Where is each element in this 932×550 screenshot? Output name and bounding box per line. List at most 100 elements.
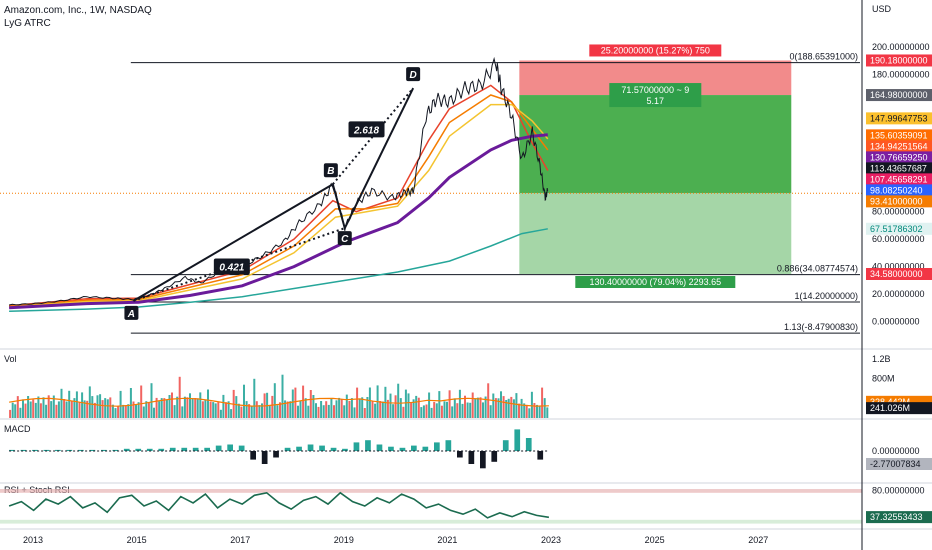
volume-bar [379, 401, 382, 418]
volume-bar [258, 405, 261, 418]
target-label-box [575, 275, 736, 288]
y-tick-label: 200.00000000 [872, 42, 930, 52]
volume-bar [307, 405, 310, 418]
volume-bar [32, 399, 35, 418]
macd-histogram-bar [353, 442, 360, 451]
volume-bar [492, 393, 495, 418]
volume-ma-line [9, 397, 549, 407]
fib-level-label: 0.886(34.08774574) [777, 264, 858, 274]
volume-bar [186, 397, 189, 418]
volume-bar [194, 398, 197, 418]
price-axis-label: 190.18000000 [870, 55, 928, 65]
x-tick-label: 2025 [645, 535, 665, 545]
volume-bar [11, 402, 14, 418]
volume-bar [29, 401, 32, 418]
volume-bar [345, 394, 348, 418]
pattern-point-label: C [341, 234, 349, 245]
volume-bar [240, 406, 243, 418]
volume-bar [60, 388, 63, 418]
macd-histogram-bar [146, 448, 153, 451]
volume-bar [397, 383, 400, 418]
macd-histogram-bar [457, 451, 463, 458]
volume-bar [106, 399, 109, 418]
macd-histogram-bar [445, 440, 452, 451]
volume-bar [523, 403, 526, 418]
macd-histogram-bar [330, 447, 337, 451]
volume-bar [533, 403, 536, 418]
volume-bar [333, 405, 335, 418]
volume-bar [530, 391, 533, 418]
volume-bar [368, 387, 371, 418]
volume-bar [528, 408, 531, 418]
macd-histogram-bar [227, 444, 233, 451]
price-axis-label: 164.98000000 [870, 90, 928, 100]
pattern-ratio-label: 2.618 [353, 125, 379, 136]
macd-histogram-bar [422, 446, 429, 451]
volume-bar [317, 406, 320, 418]
volume-bar [255, 401, 258, 418]
y-tick-label: 0.00000000 [872, 316, 920, 326]
pattern-point-marker [124, 305, 139, 320]
price-axis-label-box [866, 54, 932, 67]
price-axis-label-box [866, 140, 932, 153]
volume-bar [24, 403, 27, 418]
volume-bar [142, 406, 145, 418]
macd-pane[interactable]: MACD [4, 424, 549, 469]
pattern-point-label: D [410, 70, 417, 81]
volume-bar [461, 403, 464, 418]
price-axis-label-box [866, 222, 932, 235]
volume-bar [42, 397, 45, 418]
price-pane[interactable]: 0(188.65391000) 0.886(34.08774574) 1(14.20… [0, 44, 862, 334]
y-tick-label: 40.00000000 [872, 262, 925, 272]
volume-axis-label: 241.026M [870, 403, 910, 413]
volume-bar [93, 402, 96, 418]
volume-pane[interactable]: Vol [4, 354, 549, 418]
volume-bar [327, 404, 330, 418]
volume-bar [312, 395, 315, 418]
volume-bar [225, 402, 227, 418]
volume-bar [420, 407, 423, 418]
volume-bar [109, 397, 112, 418]
volume-bar [297, 405, 299, 418]
volume-bar [505, 400, 508, 418]
macd-histogram-bar [525, 438, 532, 451]
volume-bar [484, 396, 487, 418]
volume-bar [494, 398, 497, 418]
macd-histogram-bar [388, 446, 394, 451]
volume-bar [433, 401, 436, 418]
volume-bar [348, 401, 351, 418]
x-tick-label: 2027 [748, 535, 768, 545]
volume-bar [181, 406, 184, 418]
volume-bar [16, 396, 19, 418]
pattern-point-label: B [327, 166, 334, 177]
volume-bar [209, 401, 212, 418]
pattern-point-marker [323, 163, 338, 178]
rsi-axis-label: 37.32553433 [870, 512, 923, 522]
volume-bar [538, 406, 541, 418]
volume-bar [479, 397, 482, 418]
macd-histogram-bar [399, 447, 406, 451]
macd-histogram-bar [78, 449, 84, 451]
macd-histogram-bar [9, 449, 15, 451]
volume-bar [222, 394, 225, 418]
rsi-pane[interactable]: RSI + Stoch RSI [0, 485, 862, 524]
volume-bar [250, 405, 253, 418]
volume-bar [361, 397, 364, 418]
macd-histogram-bar [284, 447, 291, 451]
price-axis-label-box [866, 129, 932, 142]
volume-bar [304, 398, 307, 418]
volume-bar [22, 399, 24, 418]
volume-bar [289, 401, 292, 418]
macd-histogram-bar [204, 447, 210, 451]
macd-histogram-bar [319, 445, 325, 451]
volume-bar [96, 395, 99, 418]
volume-bar [543, 398, 546, 418]
volume-bar [435, 403, 438, 418]
price-axis-label: 93.41000000 [870, 196, 923, 206]
volume-bar [412, 399, 415, 418]
moving-average-line [9, 133, 548, 310]
volume-bar [150, 383, 153, 418]
volume-bar [14, 404, 17, 418]
